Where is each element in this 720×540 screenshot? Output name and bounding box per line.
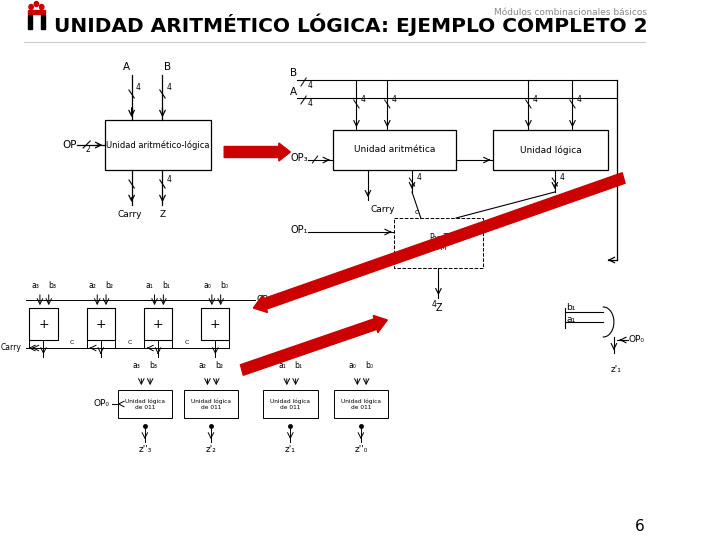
Text: a₂: a₂ bbox=[89, 281, 96, 290]
Text: A: A bbox=[122, 62, 130, 72]
Text: z'₁: z'₁ bbox=[611, 365, 622, 374]
Text: a₃: a₃ bbox=[31, 281, 39, 290]
Text: a₃: a₃ bbox=[132, 361, 140, 370]
Text: a₁: a₁ bbox=[278, 361, 286, 370]
Text: b₀: b₀ bbox=[220, 281, 228, 290]
Text: +: + bbox=[96, 318, 106, 330]
Circle shape bbox=[34, 2, 39, 6]
Text: Unidad lógica
de 011: Unidad lógica de 011 bbox=[270, 398, 310, 410]
Text: b₁: b₁ bbox=[567, 303, 576, 313]
Text: a₀: a₀ bbox=[203, 281, 211, 290]
Text: UNIDAD ARITMÉTICO LÓGICA: EJEMPLO COMPLETO 2: UNIDAD ARITMÉTICO LÓGICA: EJEMPLO COMPLE… bbox=[54, 14, 648, 37]
Text: Módulos combinacionales básicos: Módulos combinacionales básicos bbox=[495, 8, 647, 17]
Text: Carry: Carry bbox=[117, 210, 142, 219]
FancyArrow shape bbox=[224, 143, 290, 161]
Text: b₁: b₁ bbox=[163, 281, 171, 290]
Text: Unidad lógica
de 011: Unidad lógica de 011 bbox=[191, 398, 231, 410]
Text: Z: Z bbox=[435, 303, 442, 313]
Text: OP₀: OP₀ bbox=[94, 400, 109, 408]
Bar bbox=[144, 308, 172, 340]
Text: Carry: Carry bbox=[371, 205, 395, 214]
Text: Unidad lógica
de 011: Unidad lógica de 011 bbox=[125, 398, 165, 410]
Text: 4: 4 bbox=[135, 83, 140, 92]
Text: a₁: a₁ bbox=[567, 315, 575, 325]
Bar bbox=[184, 390, 238, 418]
Text: z''₃: z''₃ bbox=[138, 445, 151, 454]
FancyArrow shape bbox=[253, 173, 625, 313]
Bar bbox=[30, 308, 58, 340]
Text: b₂: b₂ bbox=[215, 361, 223, 370]
Bar bbox=[27, 15, 32, 29]
Text: 4: 4 bbox=[533, 95, 538, 104]
Text: OP₁: OP₁ bbox=[290, 225, 308, 235]
Text: b₁: b₁ bbox=[294, 361, 302, 370]
FancyArrow shape bbox=[240, 315, 387, 375]
Text: OP₃: OP₃ bbox=[290, 153, 308, 163]
Circle shape bbox=[29, 4, 33, 10]
Bar bbox=[27, 10, 45, 14]
Text: b₂: b₂ bbox=[105, 281, 113, 290]
Text: 2: 2 bbox=[86, 145, 91, 154]
Text: +: + bbox=[210, 318, 221, 330]
Text: 4: 4 bbox=[392, 95, 397, 104]
Text: z'₁: z'₁ bbox=[285, 445, 296, 454]
Text: MTM: MTM bbox=[430, 244, 447, 253]
Text: A: A bbox=[290, 87, 297, 97]
Text: C: C bbox=[70, 340, 74, 345]
Text: 4: 4 bbox=[167, 175, 172, 184]
Bar bbox=[333, 130, 456, 170]
Bar bbox=[117, 390, 172, 418]
Text: 4: 4 bbox=[167, 83, 172, 92]
Text: B: B bbox=[164, 62, 171, 72]
Text: C: C bbox=[127, 340, 132, 345]
Text: OP₀: OP₀ bbox=[628, 335, 644, 345]
Text: C: C bbox=[184, 340, 189, 345]
Bar bbox=[263, 390, 318, 418]
Text: Z: Z bbox=[159, 210, 166, 219]
Text: OP₀: OP₀ bbox=[257, 295, 272, 305]
Text: Carry: Carry bbox=[1, 343, 22, 353]
Text: +: + bbox=[38, 318, 49, 330]
Text: 4: 4 bbox=[559, 173, 564, 182]
Text: +: + bbox=[153, 318, 163, 330]
Text: b₃: b₃ bbox=[48, 281, 56, 290]
Bar bbox=[105, 120, 211, 170]
Text: OP: OP bbox=[63, 140, 77, 150]
Text: b₃: b₃ bbox=[149, 361, 157, 370]
Text: z'₂: z'₂ bbox=[205, 445, 217, 454]
Bar bbox=[202, 308, 230, 340]
Text: Unidad aritmética: Unidad aritmética bbox=[354, 145, 435, 154]
Text: Unidad lógica
de 011: Unidad lógica de 011 bbox=[341, 398, 381, 410]
Bar bbox=[493, 130, 608, 170]
Bar bbox=[333, 390, 388, 418]
Text: 4: 4 bbox=[432, 300, 437, 309]
Bar bbox=[41, 15, 45, 29]
Text: z''₀: z''₀ bbox=[354, 445, 367, 454]
Bar bbox=[395, 218, 482, 268]
Circle shape bbox=[40, 4, 44, 10]
Text: 4: 4 bbox=[308, 99, 312, 108]
Text: a₀: a₀ bbox=[348, 361, 356, 370]
Text: 6: 6 bbox=[635, 519, 645, 534]
Text: 4: 4 bbox=[416, 173, 421, 182]
Text: a₂: a₂ bbox=[199, 361, 207, 370]
Text: Unidad aritmético-lógica: Unidad aritmético-lógica bbox=[107, 140, 210, 150]
Text: B: B bbox=[290, 68, 297, 78]
Text: 4: 4 bbox=[308, 81, 312, 90]
Text: 4: 4 bbox=[577, 95, 582, 104]
Text: b₀: b₀ bbox=[365, 361, 373, 370]
Text: a₁: a₁ bbox=[146, 281, 153, 290]
Text: Unidad lógica: Unidad lógica bbox=[520, 145, 581, 155]
Bar bbox=[86, 308, 115, 340]
Text: P₂=Z: P₂=Z bbox=[429, 233, 448, 242]
Text: c: c bbox=[415, 209, 418, 215]
Text: 4: 4 bbox=[361, 95, 366, 104]
